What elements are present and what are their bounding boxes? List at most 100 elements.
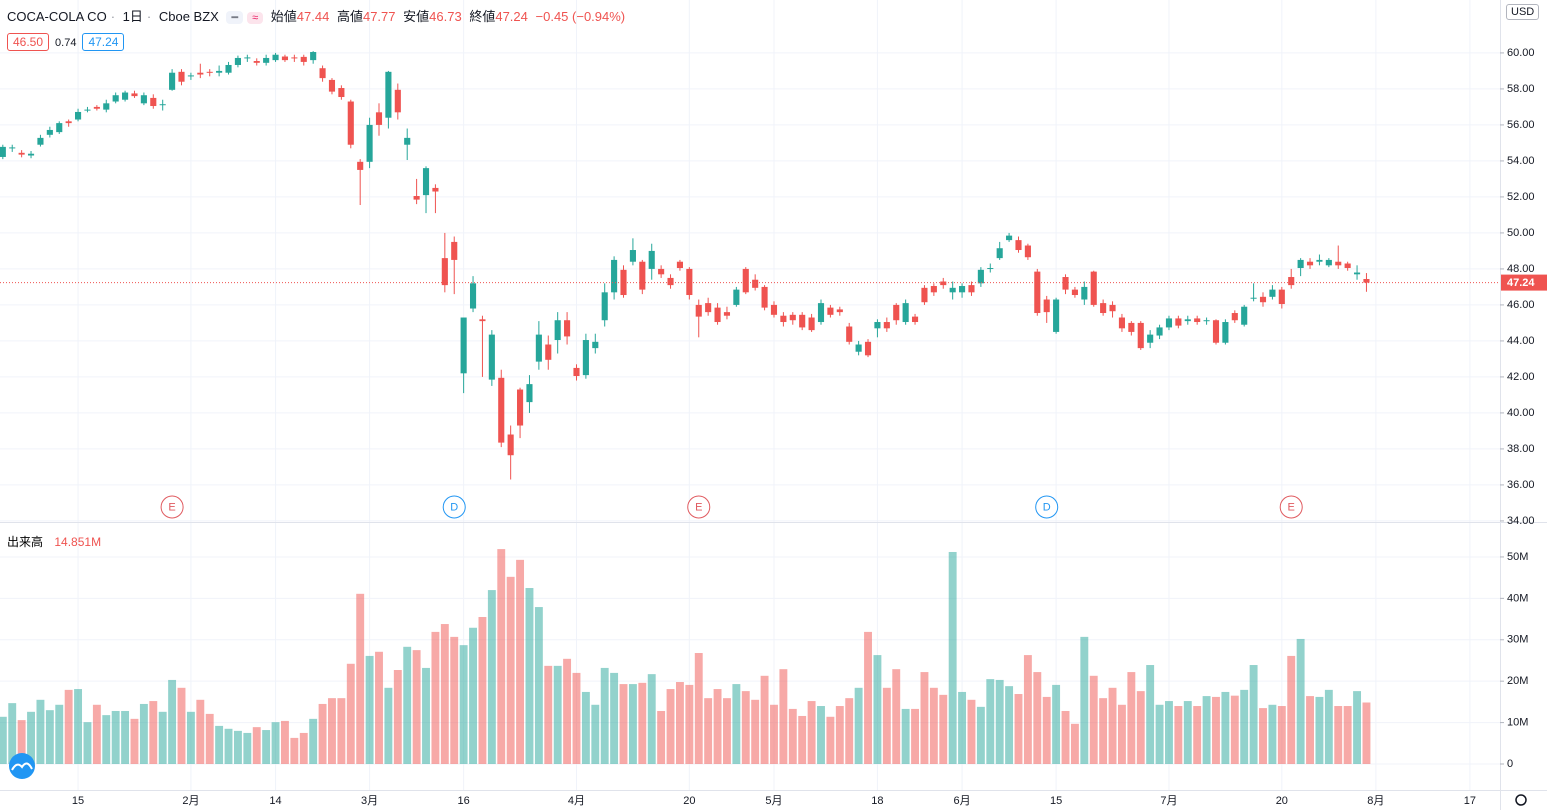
- candle-body: [488, 334, 495, 380]
- volume-bar: [544, 665, 553, 764]
- volume-bar: [770, 704, 778, 764]
- volume-bar: [1202, 696, 1211, 764]
- volume-bar: [751, 699, 760, 764]
- volume-bar: [1070, 723, 1079, 764]
- settings-icon[interactable]: [1515, 794, 1527, 806]
- candle-body: [300, 56, 307, 62]
- hide-button[interactable]: ━: [226, 11, 244, 24]
- y-tick-label: 34.00: [1507, 515, 1535, 527]
- x-tick-label: 5月: [765, 795, 782, 807]
- volume-bar: [610, 672, 619, 764]
- volume-bar: [487, 590, 496, 764]
- x-tick-label: 18: [871, 795, 883, 807]
- y-tick-label: 58.00: [1507, 83, 1535, 95]
- candle-body: [197, 72, 204, 75]
- volume-bar: [337, 698, 346, 764]
- volume-bar: [1108, 687, 1117, 764]
- candle-body: [1250, 297, 1257, 299]
- y-tick-label: 52.00: [1507, 191, 1535, 203]
- candle-body: [310, 52, 317, 61]
- x-tick-label: 15: [72, 795, 84, 807]
- volume-bar: [27, 711, 35, 764]
- compare-button[interactable]: ≈: [247, 12, 264, 24]
- x-tick-label: 4月: [568, 795, 585, 807]
- candle-body: [1053, 299, 1060, 332]
- volume-bar: [290, 737, 299, 764]
- volume-readout: 14.851M: [54, 535, 102, 549]
- low-label: 安値: [403, 9, 430, 24]
- candle-body: [1316, 259, 1323, 262]
- candle-body: [1363, 279, 1370, 283]
- candle-body: [902, 303, 909, 323]
- candle-body: [216, 70, 223, 73]
- candle-body: [592, 341, 599, 349]
- volume-bar: [807, 701, 816, 764]
- candle-body: [1081, 286, 1088, 300]
- volume-bar: [375, 651, 383, 764]
- candle-body: [573, 367, 580, 377]
- open-value: 47.44: [296, 9, 330, 24]
- volume-bar: [788, 708, 797, 764]
- volume-bar: [0, 716, 7, 764]
- candle-body: [695, 304, 702, 317]
- candle-body: [319, 68, 326, 79]
- volume-bar: [497, 549, 506, 764]
- volume-bar: [45, 710, 54, 764]
- volume-bar: [1099, 698, 1108, 764]
- y-tick-label: 50M: [1507, 551, 1528, 563]
- y-tick-label: 48.00: [1507, 263, 1535, 275]
- candle-body: [1353, 272, 1361, 275]
- volume-bar: [591, 704, 600, 764]
- candle-body: [291, 57, 298, 59]
- x-tick-label: 16: [458, 795, 470, 807]
- candle-body: [1006, 235, 1013, 241]
- volume-bar: [365, 655, 374, 764]
- volume-bar: [713, 689, 722, 764]
- volume-bar: [1089, 675, 1098, 764]
- close-value: 47.24: [495, 9, 528, 24]
- candle-body: [1128, 322, 1135, 332]
- candle-body: [1288, 277, 1295, 286]
- volume-bar: [873, 655, 882, 764]
- candle-body: [65, 121, 72, 124]
- volume-bar: [694, 653, 703, 764]
- candle-body: [808, 317, 815, 331]
- candle-body: [949, 287, 956, 293]
- volume-bar: [1240, 689, 1249, 764]
- candle-body: [780, 315, 787, 323]
- volume-bar: [638, 682, 647, 764]
- candle-body: [620, 269, 627, 296]
- candle-body: [131, 93, 138, 97]
- candle-body: [253, 61, 260, 63]
- candle-body: [93, 106, 100, 109]
- volume-bar: [525, 588, 534, 764]
- candle-body: [846, 326, 853, 342]
- candle-body: [658, 268, 665, 275]
- volume-bar: [412, 650, 421, 764]
- volume-bar: [356, 593, 365, 764]
- candle-body: [366, 124, 373, 162]
- volume-bar: [882, 687, 891, 764]
- volume-bar: [281, 720, 289, 764]
- last-price-label: 47.24: [1507, 277, 1535, 289]
- candle-body: [723, 312, 731, 316]
- ask[interactable]: 47.24: [82, 33, 125, 51]
- y-tick-label: 50.00: [1507, 227, 1535, 239]
- volume-bar: [130, 718, 139, 764]
- candle-body: [1071, 289, 1078, 296]
- volume-bar: [111, 710, 120, 764]
- volume-bar: [798, 715, 807, 764]
- y-tick-label: 42.00: [1507, 371, 1535, 383]
- volume-bar: [534, 607, 543, 764]
- currency[interactable]: USD: [1506, 4, 1540, 20]
- candle-body: [1241, 306, 1248, 325]
- candle-body: [940, 281, 947, 286]
- volume-bar: [516, 559, 525, 764]
- volume-bar: [675, 682, 684, 764]
- volume-bar: [1324, 689, 1333, 764]
- x-tick-label: 7月: [1160, 795, 1177, 807]
- candle-body: [422, 168, 430, 196]
- event-label: E: [1288, 501, 1295, 513]
- volume-bar: [1287, 655, 1296, 764]
- bid[interactable]: 46.50: [7, 33, 50, 51]
